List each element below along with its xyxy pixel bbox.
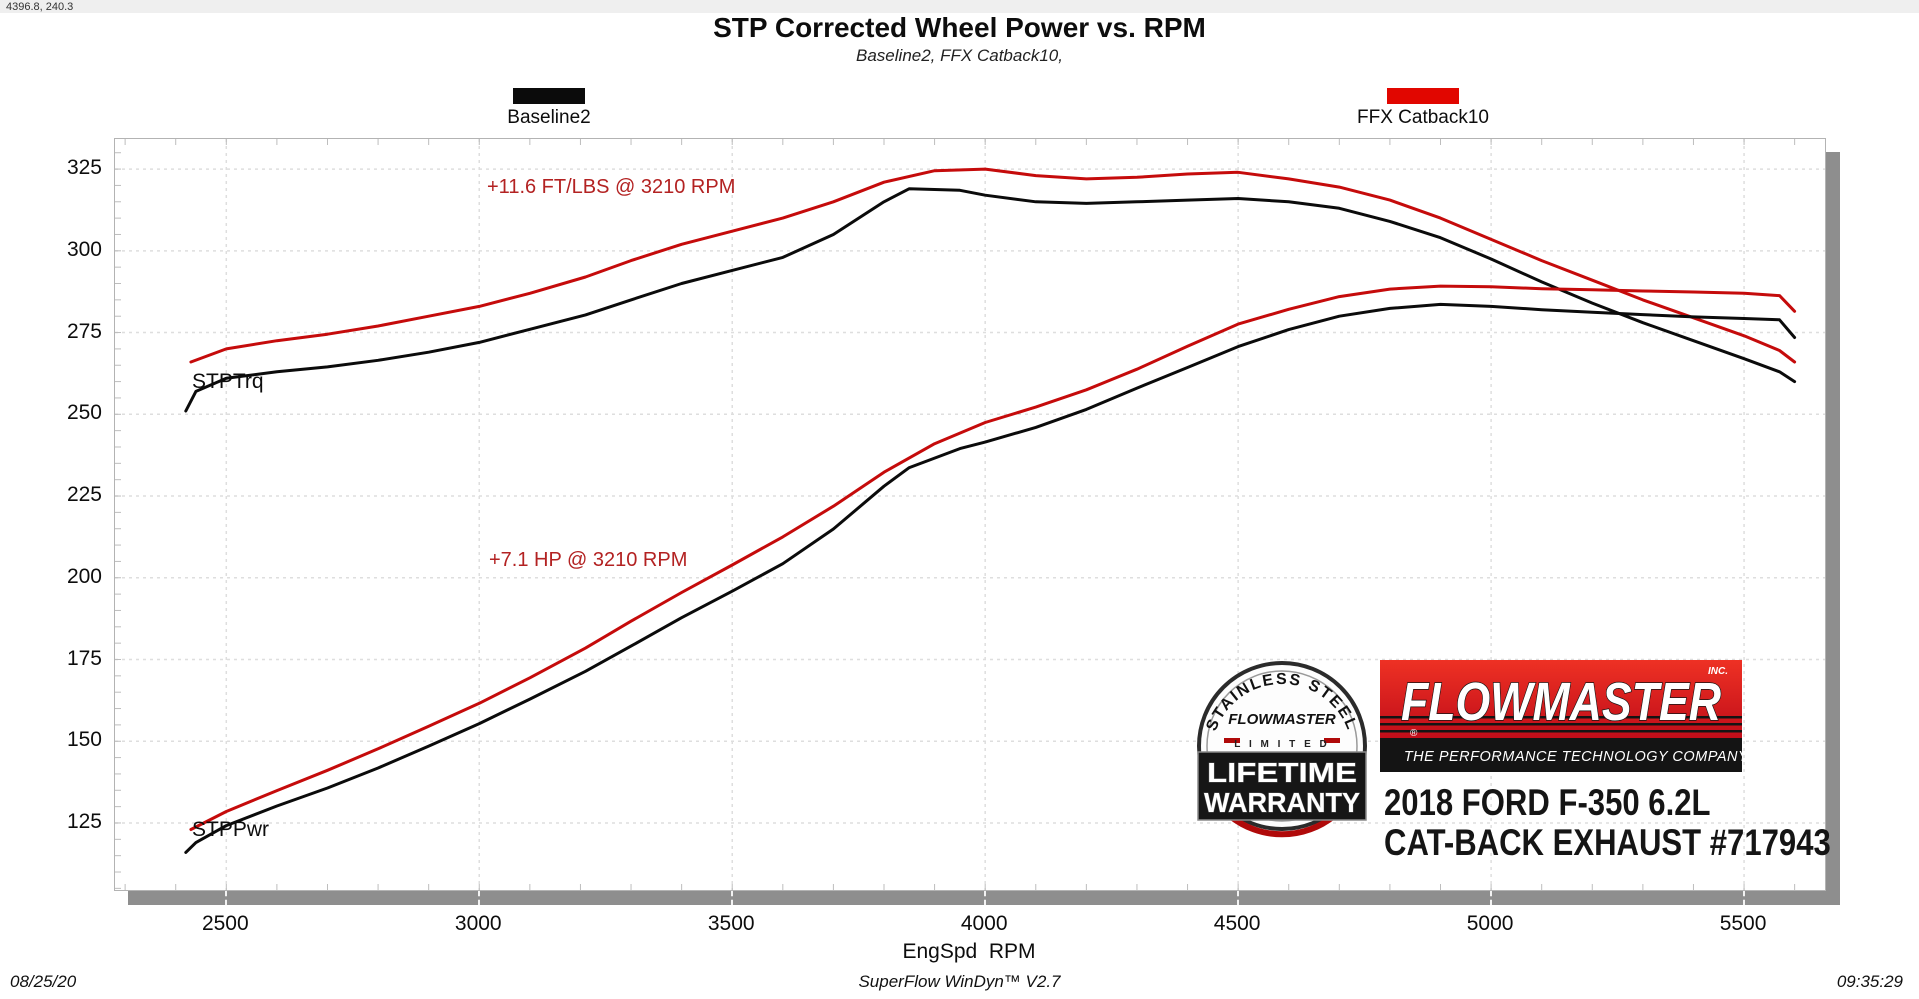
cursor-coordinate-readout: 4396.8, 240.3	[6, 1, 74, 13]
plot-drop-shadow-bottom	[128, 891, 1840, 905]
series-curve	[189, 284, 1797, 831]
shadow-gridline-dash	[731, 891, 734, 905]
legend-swatch-ffx-catback10	[1387, 88, 1459, 104]
torque-curve-label: STPTrq	[192, 370, 264, 393]
shadow-gridline-dash	[984, 891, 987, 905]
x-tick-label: 4500	[1213, 912, 1261, 935]
legend-label-baseline2: Baseline2	[507, 107, 591, 128]
torque-gain-annotation: +11.6 FT/LBS @ 3210 RPM	[487, 176, 736, 198]
x-tick-label: 5500	[1719, 912, 1767, 935]
power-gain-annotation: +7.1 HP @ 3210 RPM	[489, 549, 688, 571]
x-tick-label: 3000	[454, 912, 502, 935]
vehicle-description-line1: 2018 FORD F-350 6.2L	[1384, 782, 1711, 823]
series-curve	[184, 187, 1797, 413]
y-tick-label: 300	[66, 237, 102, 261]
vehicle-description-line2: CAT-BACK EXHAUST #717943	[1384, 822, 1831, 863]
power-curve-label: STPPwr	[192, 818, 270, 841]
shadow-gridline-dash	[478, 891, 481, 905]
run-time: 09:35:29	[1836, 972, 1903, 991]
shadow-gridline-dash	[1743, 891, 1746, 905]
badge-lifetime-text: LIFETIME	[1207, 757, 1357, 788]
badge-limited-text: L I M I T E D	[1234, 739, 1329, 750]
plot-drop-shadow-right	[1826, 152, 1840, 905]
series-curve	[189, 167, 1797, 364]
flowmaster-logo: FLOWMASTER INC. ® THE PERFORMANCE TECHNO…	[1380, 660, 1742, 772]
y-tick-label: 250	[66, 401, 102, 425]
x-tick-label: 2500	[201, 912, 249, 935]
y-tick-label: 275	[66, 319, 102, 343]
x-tick-label: 4000	[960, 912, 1008, 935]
y-tick-label: 325	[66, 156, 102, 180]
shadow-gridline-dash	[1490, 891, 1493, 905]
badge-brand-text: FLOWMASTER	[1228, 711, 1336, 728]
logo-registered-mark: ®	[1410, 728, 1418, 739]
logo-tagline: THE PERFORMANCE TECHNOLOGY COMPANY	[1404, 749, 1742, 765]
x-tick-label: 3500	[707, 912, 755, 935]
chart-title: STP Corrected Wheel Power vs. RPM	[713, 12, 1206, 43]
y-tick-label: 150	[66, 728, 102, 752]
logo-brand-text: FLOWMASTER	[1401, 672, 1721, 732]
lifetime-warranty-badge: STAINLESS STEEL FLOWMASTER L I M I T E D…	[1197, 661, 1367, 838]
legend-swatch-baseline2	[513, 88, 585, 104]
shadow-gridline-dash	[1237, 891, 1240, 905]
y-tick-label: 175	[66, 646, 102, 670]
legend-label-ffx-catback10: FFX Catback10	[1357, 107, 1489, 128]
software-name: SuperFlow WinDyn™ V2.7	[858, 972, 1061, 991]
badge-warranty-text: WARRANTY	[1204, 787, 1360, 818]
chart-subtitle: Baseline2, FFX Catback10,	[856, 46, 1063, 65]
badge-bottom-red-arc	[1228, 813, 1336, 838]
run-date: 08/25/20	[10, 972, 77, 991]
x-tick-label: 5000	[1466, 912, 1514, 935]
window-top-strip	[0, 0, 1919, 13]
logo-inc-text: INC.	[1708, 666, 1728, 677]
y-tick-label: 200	[66, 564, 102, 588]
y-tick-label: 125	[66, 809, 102, 833]
series-curve	[184, 302, 1797, 854]
shadow-gridline-dash	[225, 891, 228, 905]
x-axis-title: EngSpd RPM	[902, 940, 1036, 963]
y-tick-label: 225	[66, 483, 102, 507]
logo-black-band	[1380, 738, 1742, 772]
dyno-curves-svg	[115, 139, 1825, 890]
plot-area	[114, 138, 1826, 891]
